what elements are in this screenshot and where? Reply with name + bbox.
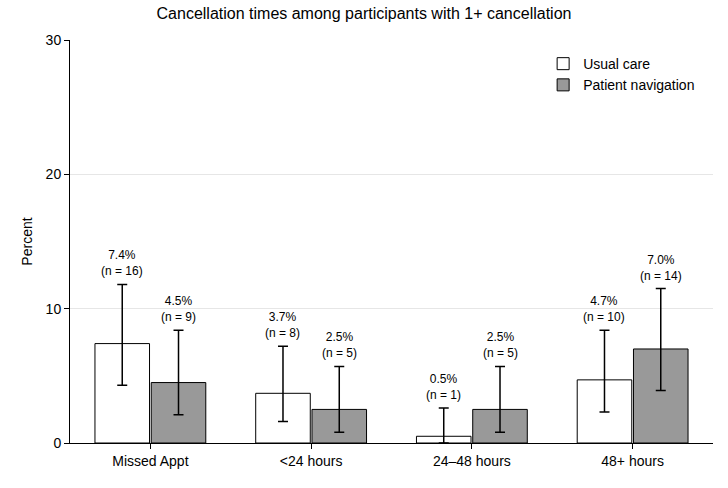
svg-text:4.5%(n = 9): 4.5%(n = 9) [161, 294, 196, 324]
svg-text:2.5%(n = 5): 2.5%(n = 5) [483, 330, 518, 360]
svg-text:Percent: Percent [19, 217, 35, 265]
svg-text:20: 20 [46, 166, 62, 182]
svg-text:24–48 hours: 24–48 hours [433, 453, 511, 469]
svg-text:Usual care: Usual care [583, 56, 650, 72]
svg-text:<24 hours: <24 hours [280, 453, 343, 469]
svg-text:Cancellation times among parti: Cancellation times among participants wi… [157, 5, 572, 22]
svg-text:7.4%(n = 16): 7.4%(n = 16) [101, 248, 143, 278]
svg-text:4.7%(n = 10): 4.7%(n = 10) [583, 294, 625, 324]
svg-text:Missed Appt: Missed Appt [112, 453, 188, 469]
svg-text:48+ hours: 48+ hours [601, 453, 664, 469]
svg-text:3.7%(n = 8): 3.7%(n = 8) [265, 310, 300, 340]
svg-text:0.5%(n = 1): 0.5%(n = 1) [426, 372, 461, 402]
svg-text:2.5%(n = 5): 2.5%(n = 5) [322, 330, 357, 360]
svg-text:0: 0 [53, 435, 61, 451]
svg-text:30: 30 [46, 32, 62, 48]
svg-text:Patient navigation: Patient navigation [583, 77, 694, 93]
svg-text:7.0%(n = 14): 7.0%(n = 14) [640, 253, 682, 283]
svg-text:10: 10 [46, 301, 62, 317]
